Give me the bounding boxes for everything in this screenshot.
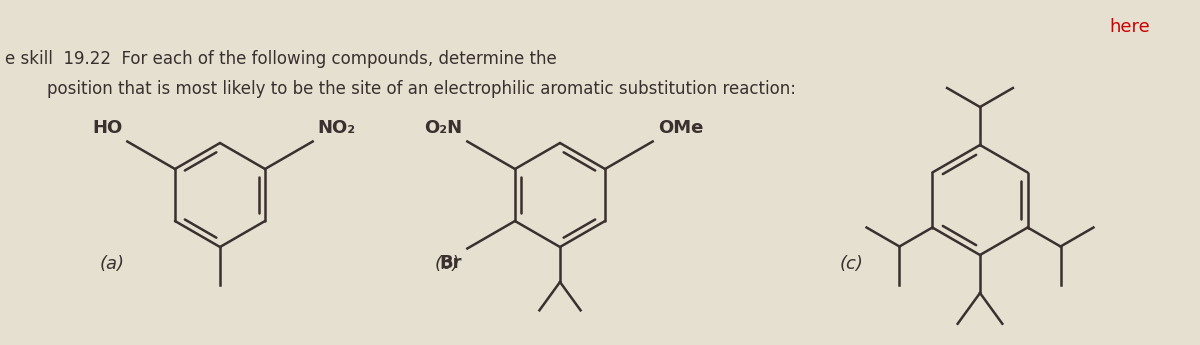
Text: NO₂: NO₂	[318, 118, 355, 137]
Text: position that is most likely to be the site of an electrophilic aromatic substit: position that is most likely to be the s…	[5, 80, 796, 98]
Text: here: here	[1109, 18, 1150, 36]
Text: O₂N: O₂N	[425, 118, 462, 137]
Text: Br: Br	[440, 254, 462, 272]
Text: HO: HO	[92, 118, 122, 137]
Text: (a): (a)	[100, 255, 125, 273]
Text: (c): (c)	[840, 255, 864, 273]
Text: (b): (b)	[436, 255, 461, 273]
Text: e skill  19.22  For each of the following compounds, determine the: e skill 19.22 For each of the following …	[5, 50, 557, 68]
Text: OMe: OMe	[658, 118, 703, 137]
